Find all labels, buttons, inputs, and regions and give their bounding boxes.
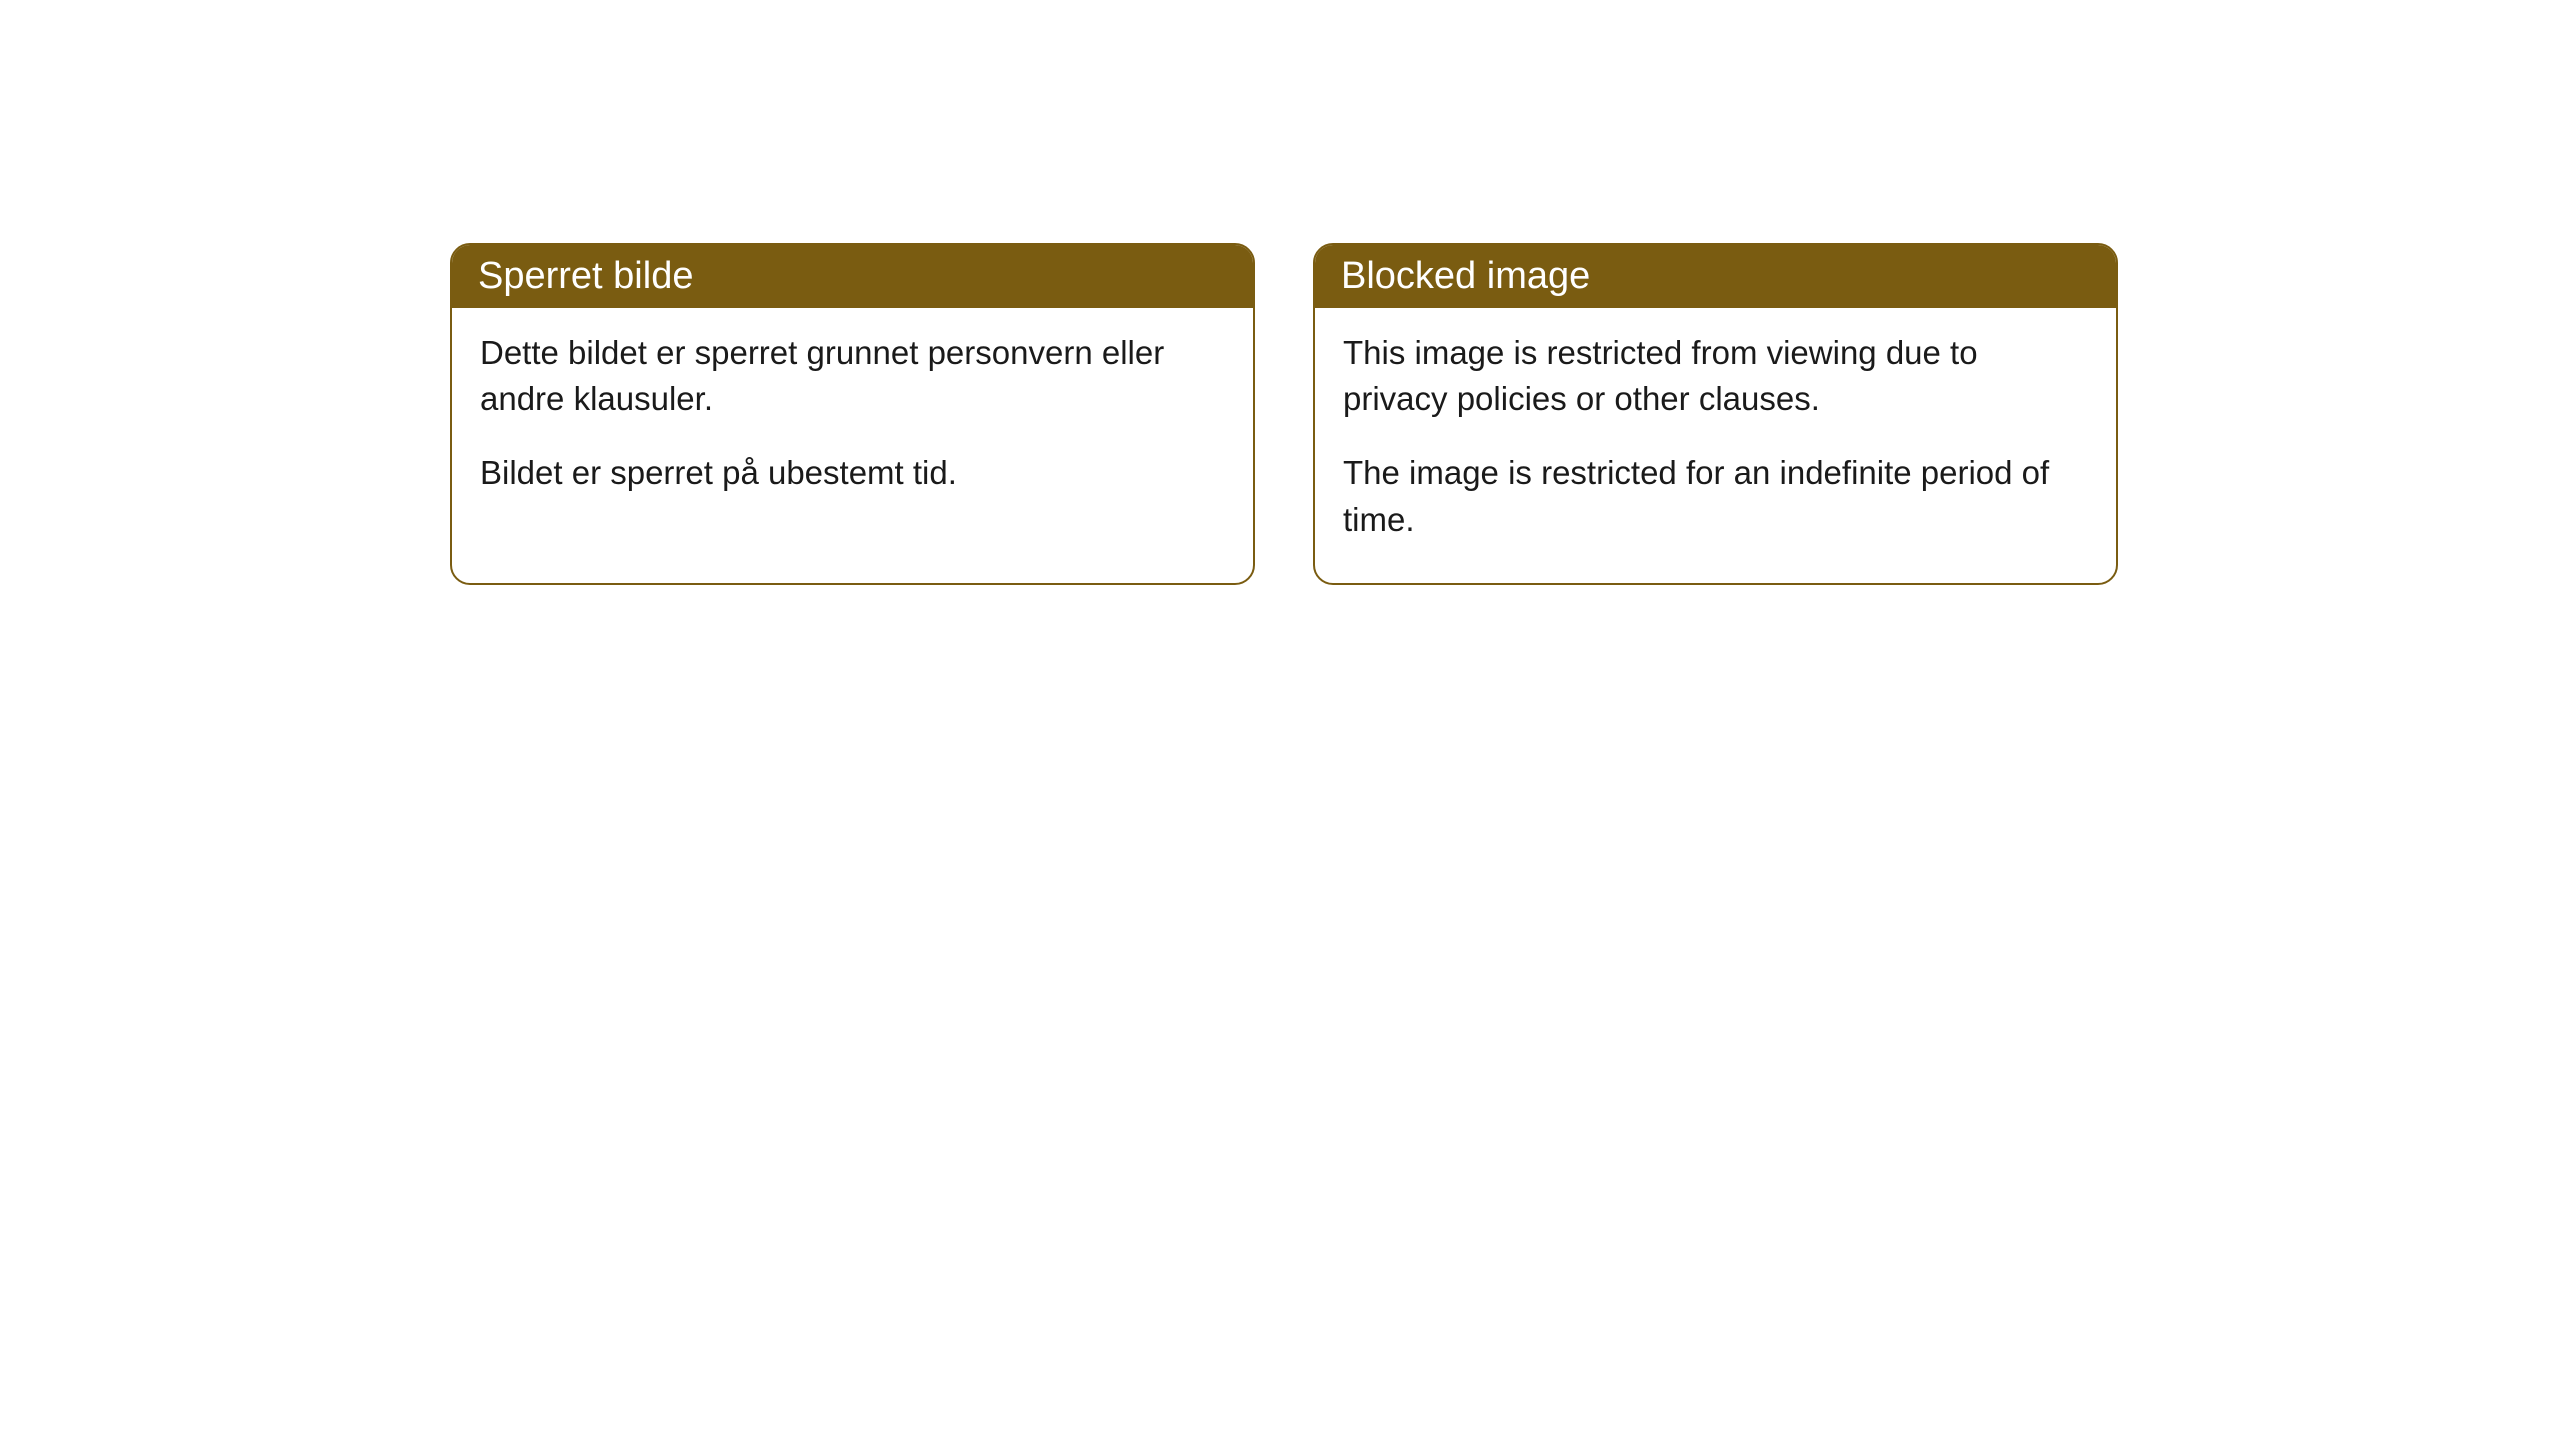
card-paragraph-1-english: This image is restricted from viewing du… bbox=[1343, 330, 2088, 422]
card-paragraph-2-english: The image is restricted for an indefinit… bbox=[1343, 450, 2088, 542]
blocked-image-card-norwegian: Sperret bilde Dette bildet er sperret gr… bbox=[450, 243, 1255, 585]
notice-cards-container: Sperret bilde Dette bildet er sperret gr… bbox=[450, 243, 2118, 585]
card-body-english: This image is restricted from viewing du… bbox=[1315, 308, 2116, 583]
card-paragraph-2-norwegian: Bildet er sperret på ubestemt tid. bbox=[480, 450, 1225, 496]
card-paragraph-1-norwegian: Dette bildet er sperret grunnet personve… bbox=[480, 330, 1225, 422]
card-body-norwegian: Dette bildet er sperret grunnet personve… bbox=[452, 308, 1253, 537]
card-title-english: Blocked image bbox=[1341, 255, 1590, 297]
blocked-image-card-english: Blocked image This image is restricted f… bbox=[1313, 243, 2118, 585]
card-title-norwegian: Sperret bilde bbox=[478, 255, 693, 297]
card-header-norwegian: Sperret bilde bbox=[452, 245, 1253, 308]
card-header-english: Blocked image bbox=[1315, 245, 2116, 308]
